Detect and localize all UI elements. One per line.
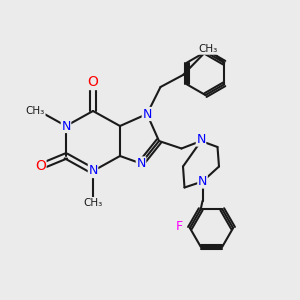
Text: CH₃: CH₃ <box>198 44 217 54</box>
Text: CH₃: CH₃ <box>83 197 103 208</box>
Text: N: N <box>142 107 152 121</box>
Text: N: N <box>136 157 146 170</box>
Text: N: N <box>198 175 207 188</box>
Text: CH₃: CH₃ <box>26 106 45 116</box>
Text: F: F <box>176 220 183 233</box>
Text: N: N <box>196 133 206 146</box>
Text: N: N <box>61 119 71 133</box>
Text: O: O <box>35 160 46 173</box>
Text: N: N <box>88 164 98 178</box>
Text: O: O <box>88 76 98 89</box>
